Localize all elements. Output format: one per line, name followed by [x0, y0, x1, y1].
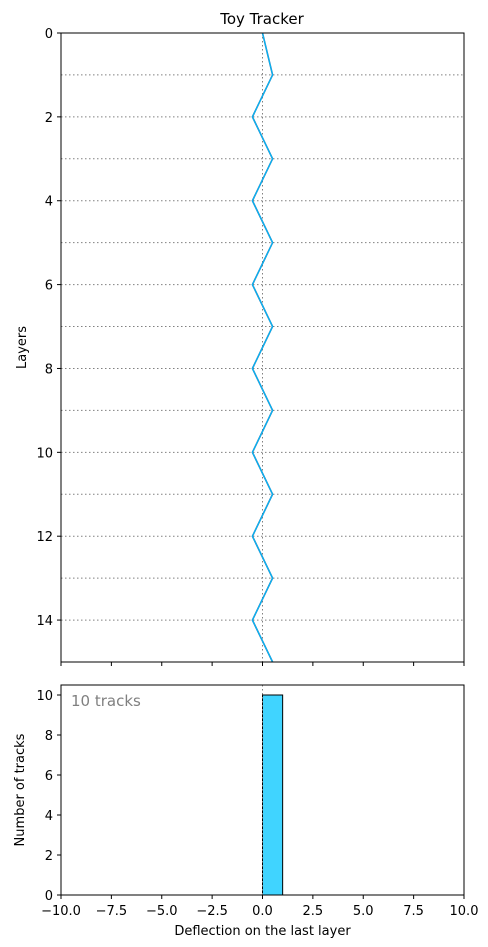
histogram-panel: 0 2 4 6 8 10 −10.0 −7.5 −5.0 −2.5 0.0 2.5 5.0 7.5 10.…	[13, 684, 478, 939]
y-axis-ticks: 0 2 4 6 8 10	[36, 689, 61, 904]
x-tick-label: −10.0	[41, 904, 81, 919]
y-tick-label: 4	[45, 195, 53, 210]
y-tick-label: 0	[45, 889, 53, 904]
y-axis-ticks: 0 2 4 6 8 10 12 14	[36, 27, 61, 629]
histogram-bars	[262, 694, 284, 896]
x-axis-title: Deflection on the last layer	[174, 924, 351, 939]
y-tick-label: 2	[45, 111, 53, 126]
x-tick-label: 5.0	[353, 904, 374, 919]
track-count-annotation: 10 tracks	[71, 692, 141, 710]
y-tick-label: 4	[45, 809, 53, 824]
track-lines	[251, 32, 274, 663]
tracker-panel: Toy Tracker 0 2 4 6 8 10 12 14 Layers	[15, 10, 465, 666]
x-tick-label: 10.0	[450, 904, 479, 919]
x-tick-label: 0.0	[252, 904, 273, 919]
track-line	[251, 32, 274, 663]
y-tick-label: 10	[36, 689, 53, 704]
y-tick-label: 0	[45, 27, 53, 42]
y-axis-title: Number of tracks	[13, 733, 28, 846]
y-tick-label: 2	[45, 849, 53, 864]
x-tick-label: −2.5	[196, 904, 228, 919]
x-tick-label: 2.5	[303, 904, 324, 919]
y-tick-label: 6	[45, 769, 53, 784]
y-tick-label: 14	[36, 614, 53, 629]
y-tick-label: 8	[45, 362, 53, 377]
y-tick-label: 6	[45, 279, 53, 294]
chart-title: Toy Tracker	[219, 10, 304, 28]
y-tick-label: 12	[36, 530, 53, 545]
x-axis-ticks	[60, 662, 465, 666]
y-tick-label: 8	[45, 729, 53, 744]
histogram-bar	[262, 694, 284, 896]
x-tick-label: −5.0	[146, 904, 178, 919]
x-axis-ticks: −10.0 −7.5 −5.0 −2.5 0.0 2.5 5.0 7.5 10.0	[41, 895, 478, 919]
x-tick-label: 7.5	[403, 904, 424, 919]
x-tick-label: −7.5	[96, 904, 128, 919]
y-axis-title: Layers	[15, 326, 30, 369]
y-tick-label: 10	[36, 446, 53, 461]
